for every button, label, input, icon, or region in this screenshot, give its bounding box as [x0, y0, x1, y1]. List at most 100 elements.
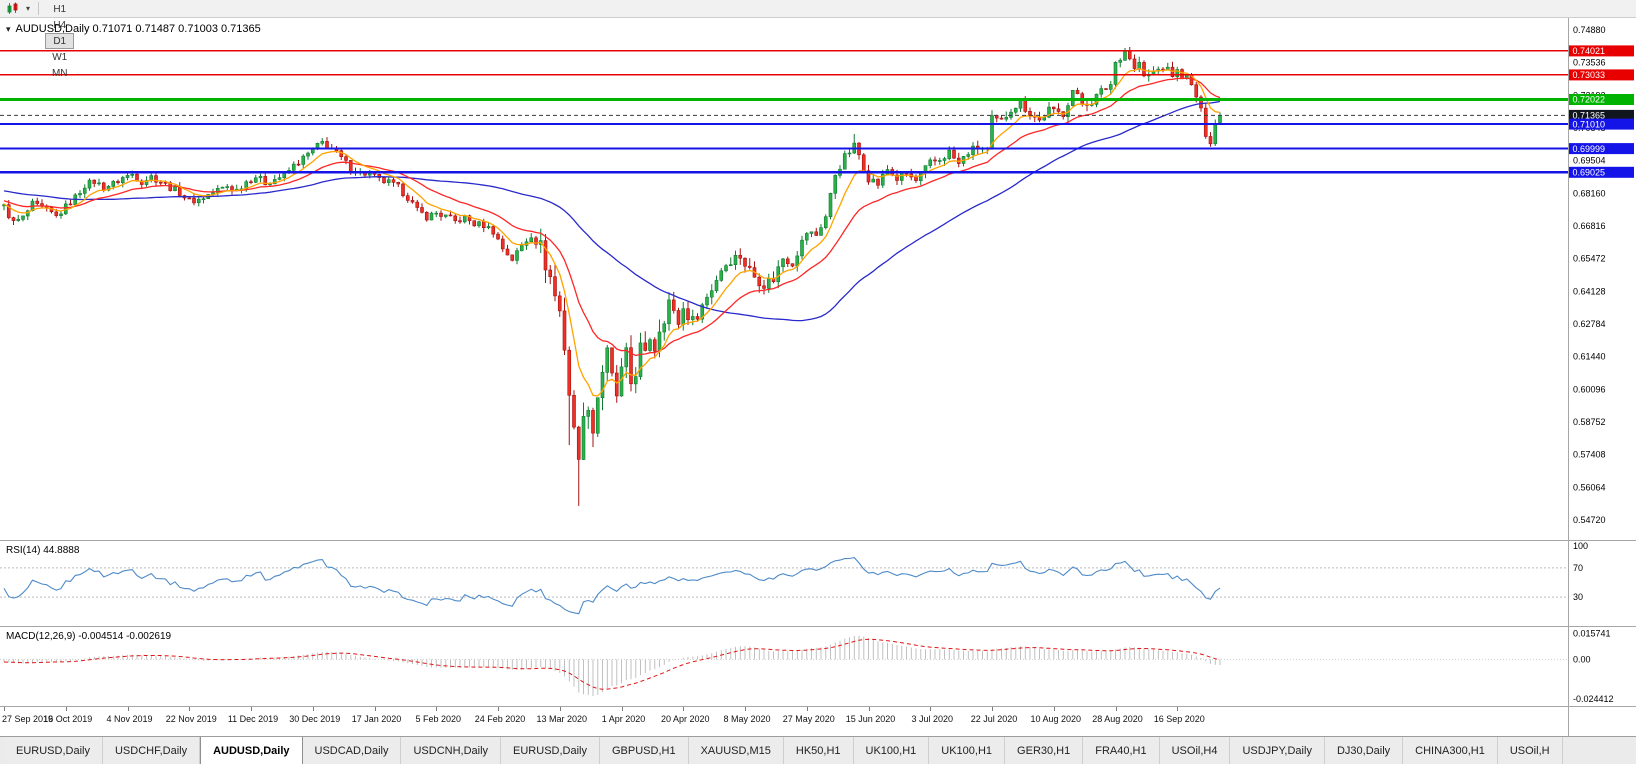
chart-tab-usdjpy-daily[interactable]: USDJPY,Daily	[1230, 737, 1325, 764]
chart-dropdown-caret-icon[interactable]: ▾	[25, 4, 30, 13]
date-tick	[992, 707, 993, 711]
svg-text:0.64128: 0.64128	[1573, 286, 1606, 296]
macd-signal-line	[3, 638, 1221, 690]
timeframe-button-h1[interactable]: H1	[53, 3, 67, 15]
rsi-axis-label: 30	[1573, 592, 1583, 602]
date-label: 24 Feb 2020	[474, 714, 526, 724]
chart-tab-usdchf-daily[interactable]: USDCHF,Daily	[102, 737, 201, 764]
date-label: 30 Dec 2019	[289, 714, 341, 724]
chart-tab-xauusd-m15[interactable]: XAUUSD,M15	[688, 737, 784, 764]
date-label: 16 Oct 2019	[43, 714, 93, 724]
timeframe-button-mn[interactable]: MN	[51, 67, 68, 79]
svg-text:0.71010: 0.71010	[1573, 119, 1606, 129]
chart-tab-fra40-h1[interactable]: FRA40,H1	[1083, 737, 1160, 764]
rsi-indicator-panel[interactable]: 100 70 30	[0, 541, 1636, 626]
date-label: 16 Sep 2020	[1153, 714, 1205, 724]
candles[interactable]	[2, 47, 1222, 506]
timeframe-button-d1[interactable]: D1	[45, 32, 75, 49]
panel-separator[interactable]	[0, 626, 1636, 627]
timeframe-button-h4[interactable]: H4	[53, 19, 67, 31]
macd-indicator-panel[interactable]: 0.015741 0.00 -0.024412	[0, 627, 1636, 706]
date-tick	[745, 707, 746, 711]
chart-tab-dj30-daily[interactable]: DJ30,Daily	[1324, 737, 1404, 764]
macd-axis-label: 0.00	[1573, 654, 1591, 664]
price-tag-green: 0.72022	[1569, 94, 1634, 105]
date-label: 22 Nov 2019	[165, 714, 217, 724]
svg-text:0.74880: 0.74880	[1573, 25, 1606, 35]
svg-text:0.72022: 0.72022	[1573, 95, 1606, 105]
price-tag-blue: 0.71010	[1569, 118, 1634, 130]
date-tick	[806, 707, 808, 711]
svg-text:0.69999: 0.69999	[1573, 144, 1606, 154]
price-tag-red: 0.73033	[1569, 69, 1634, 81]
rsi-axis-label: 100	[1573, 541, 1588, 551]
timeframe-button-w1[interactable]: W1	[52, 51, 68, 63]
svg-text:0.66816: 0.66816	[1573, 221, 1606, 231]
chart-tab-hk50-h1[interactable]: HK50,H1	[783, 737, 854, 764]
chart-tab-uk100-h1[interactable]: UK100,H1	[853, 737, 930, 764]
price-axis-border	[1568, 18, 1569, 736]
ma-line-ema21	[3, 77, 1221, 357]
date-label: 11 Dec 2019	[227, 714, 279, 724]
date-label: 20 Apr 2020	[660, 714, 710, 724]
svg-text:0.73536: 0.73536	[1573, 58, 1606, 68]
top-toolbar: ▾ M1M5M15M30H1H4D1W1MN	[0, 0, 1636, 79]
chart-title-bar: ▾ AUDUSD,Daily 0.71071 0.71487 0.71003 0…	[6, 23, 261, 35]
svg-text:0.71365: 0.71365	[1573, 111, 1606, 121]
date-tick	[1115, 707, 1117, 711]
macd-label: MACD(12,26,9) -0.004514 -0.002619	[6, 631, 172, 642]
chart-tab-audusd-daily[interactable]: AUDUSD,Daily	[200, 737, 303, 764]
svg-text:0.62784: 0.62784	[1573, 319, 1606, 329]
candlestick-glyph	[7, 2, 18, 14]
date-tick	[251, 707, 252, 711]
chart-tab-uk100-h1[interactable]: UK100,H1	[929, 737, 1006, 764]
date-tick	[559, 707, 561, 711]
chart-tab-usoil-h4[interactable]: USOil,H4	[1159, 737, 1231, 764]
svg-text:0.60096: 0.60096	[1573, 384, 1606, 394]
chart-tab-eurusd-daily[interactable]: EURUSD,Daily	[4, 737, 103, 764]
toolbar-separator	[38, 2, 39, 15]
date-label: 13 Mar 2020	[536, 714, 588, 724]
ma-line-ema8	[3, 67, 1221, 397]
date-tick	[683, 707, 685, 711]
date-label: 10 Aug 2020	[1030, 714, 1082, 724]
date-tick	[1177, 707, 1179, 711]
date-label: 22 Jul 2020	[970, 714, 1018, 724]
price-tag-blue: 0.69999	[1569, 143, 1634, 155]
price-tag-red: 0.74021	[1569, 45, 1634, 57]
date-label: 15 Jun 2020	[845, 714, 896, 724]
current-price-tag: 0.71365	[1569, 109, 1634, 121]
chart-tab-gbpusd-h1[interactable]: GBPUSD,H1	[600, 737, 689, 764]
date-tick	[930, 707, 932, 711]
svg-text:0.73033: 0.73033	[1573, 70, 1606, 80]
main-price-chart[interactable]: 0.748800.735360.721920.708480.695040.681…	[0, 18, 1636, 540]
price-tag-blue: 0.69025	[1569, 166, 1634, 178]
chart-tab-ger30-h1[interactable]: GER30,H1	[1005, 737, 1084, 764]
symbol-dropdown-icon[interactable]: ▾	[6, 24, 11, 34]
macd-axis-label: -0.024412	[1573, 694, 1614, 704]
panel-separator[interactable]	[0, 540, 1636, 541]
svg-text:0.69504: 0.69504	[1573, 156, 1606, 166]
svg-text:0.68160: 0.68160	[1573, 188, 1606, 198]
chart-tab-eurusd-daily[interactable]: EURUSD,Daily	[501, 737, 600, 764]
date-tick	[374, 707, 376, 711]
chart-tab-china300-h1[interactable]: CHINA300,H1	[1403, 737, 1498, 764]
svg-text:0.58752: 0.58752	[1573, 417, 1606, 427]
svg-text:0.54720: 0.54720	[1573, 515, 1606, 525]
chart-tab-usdcad-daily[interactable]: USDCAD,Daily	[302, 737, 402, 764]
macd-histogram	[3, 635, 1221, 697]
date-tick	[868, 707, 870, 711]
chart-title-text: AUDUSD,Daily 0.71071 0.71487 0.71003 0.7…	[15, 23, 261, 35]
date-label: 17 Jan 2020	[351, 714, 402, 724]
date-label: 1 Apr 2020	[601, 714, 646, 724]
date-tick	[1053, 707, 1055, 711]
date-tick	[621, 707, 623, 711]
svg-text:0.57408: 0.57408	[1573, 450, 1606, 460]
chart-tab-usdcnh-daily[interactable]: USDCNH,Daily	[401, 737, 502, 764]
date-axis: 27 Sep 2019 16 Oct 2019 4 Nov 2019 22 Nov 2…	[0, 707, 1636, 736]
date-tick	[436, 707, 438, 711]
date-tick	[312, 707, 314, 711]
panel-separator	[0, 706, 1636, 707]
chart-type-icon[interactable]	[3, 1, 23, 17]
chart-tab-usoil-h[interactable]: USOil,H	[1497, 737, 1563, 764]
